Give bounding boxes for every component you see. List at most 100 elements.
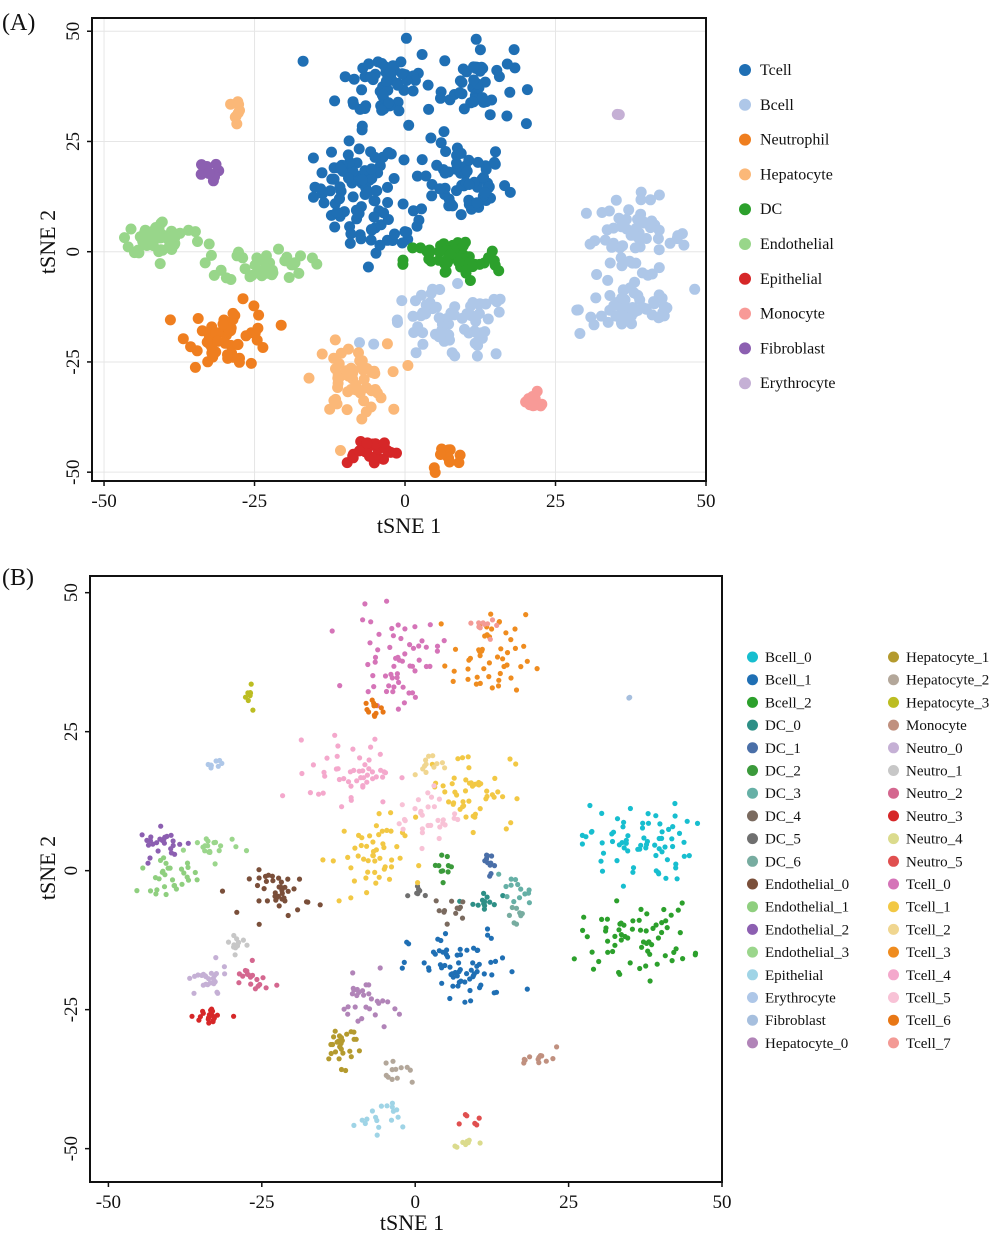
data-point xyxy=(232,945,239,951)
legend-swatch xyxy=(747,923,758,935)
data-point xyxy=(335,766,341,772)
data-point xyxy=(385,999,391,1005)
data-point xyxy=(673,865,679,871)
data-point xyxy=(426,965,432,971)
data-point xyxy=(412,806,418,812)
data-point xyxy=(343,1067,349,1074)
data-point xyxy=(261,886,267,892)
data-point xyxy=(260,250,272,262)
x-ticks-a: -50 -25 0 25 50 xyxy=(91,481,716,512)
data-point xyxy=(169,877,176,883)
data-point xyxy=(401,959,407,966)
data-point xyxy=(489,972,495,978)
data-point xyxy=(395,706,401,712)
legend-swatch xyxy=(888,787,899,799)
data-point xyxy=(417,327,429,339)
data-point xyxy=(365,858,371,864)
data-point xyxy=(584,934,590,940)
data-point xyxy=(462,1112,468,1118)
series-neutrophil xyxy=(164,293,466,478)
data-point xyxy=(347,191,359,203)
data-point xyxy=(262,873,269,880)
legend-swatch xyxy=(739,98,751,111)
series-monocyte xyxy=(521,1044,560,1066)
data-point xyxy=(587,802,593,809)
data-point xyxy=(154,887,160,893)
data-point xyxy=(509,969,515,975)
data-point xyxy=(342,343,354,355)
data-point xyxy=(368,619,374,625)
data-point xyxy=(364,843,370,849)
data-point xyxy=(324,755,330,761)
data-point xyxy=(355,1018,361,1024)
data-point xyxy=(579,832,586,839)
data-point xyxy=(353,143,365,155)
data-point xyxy=(471,945,477,951)
legend-item: DC_5 xyxy=(747,832,801,848)
data-point xyxy=(164,314,176,326)
data-point xyxy=(630,918,636,924)
data-point xyxy=(495,789,501,795)
data-point xyxy=(445,954,451,960)
data-point xyxy=(356,174,368,186)
legend-item: Endothelial_2 xyxy=(747,922,849,938)
data-point xyxy=(416,289,427,301)
data-point xyxy=(246,876,252,882)
data-point xyxy=(656,292,668,304)
data-point xyxy=(364,1116,370,1122)
data-point xyxy=(461,165,473,177)
data-point xyxy=(463,179,475,190)
data-point xyxy=(253,309,265,321)
data-point xyxy=(495,683,502,689)
data-point xyxy=(490,146,501,158)
data-point xyxy=(316,167,328,179)
data-point xyxy=(615,252,627,264)
data-point xyxy=(453,910,459,916)
data-point xyxy=(635,194,647,206)
series-neutro-3 xyxy=(189,1006,237,1026)
legend-label: Endothelial_2 xyxy=(765,922,849,938)
data-point xyxy=(407,85,419,97)
data-point xyxy=(606,241,618,253)
data-point xyxy=(206,1020,212,1026)
data-point xyxy=(486,245,498,257)
data-point xyxy=(147,838,153,844)
data-point xyxy=(368,211,380,223)
data-point xyxy=(643,963,649,969)
data-point xyxy=(463,777,469,783)
data-point xyxy=(280,793,286,799)
series-endothelial-2 xyxy=(139,823,191,866)
data-point xyxy=(400,826,406,832)
data-point xyxy=(471,327,483,339)
legend-label: DC_5 xyxy=(765,832,801,848)
data-point xyxy=(391,314,403,326)
y-ticks-a: -50 -25 0 25 50 xyxy=(63,22,92,485)
data-point xyxy=(638,906,644,913)
data-point xyxy=(613,212,625,224)
data-point xyxy=(423,103,435,115)
legend-label: Endothelial_0 xyxy=(765,877,849,893)
legend-item: Tcell xyxy=(739,62,792,79)
data-point xyxy=(445,869,451,875)
data-point xyxy=(468,967,474,973)
legend-swatch xyxy=(747,696,758,708)
data-point xyxy=(508,637,514,643)
data-point xyxy=(380,799,386,805)
data-point xyxy=(307,152,319,164)
data-point xyxy=(332,1049,339,1055)
data-point xyxy=(639,825,646,831)
data-point xyxy=(389,1076,395,1082)
data-point xyxy=(449,350,461,362)
data-point xyxy=(231,118,243,130)
legend-item: DC_1 xyxy=(747,741,801,757)
legend-swatch xyxy=(888,674,899,686)
legend-swatch xyxy=(747,878,758,890)
series-bcell-1 xyxy=(399,926,530,1005)
data-point xyxy=(449,898,455,904)
data-point xyxy=(456,960,462,966)
data-point xyxy=(227,307,239,319)
data-point xyxy=(449,781,455,787)
data-point xyxy=(336,1033,343,1039)
data-point xyxy=(299,770,305,777)
data-point xyxy=(423,757,429,763)
